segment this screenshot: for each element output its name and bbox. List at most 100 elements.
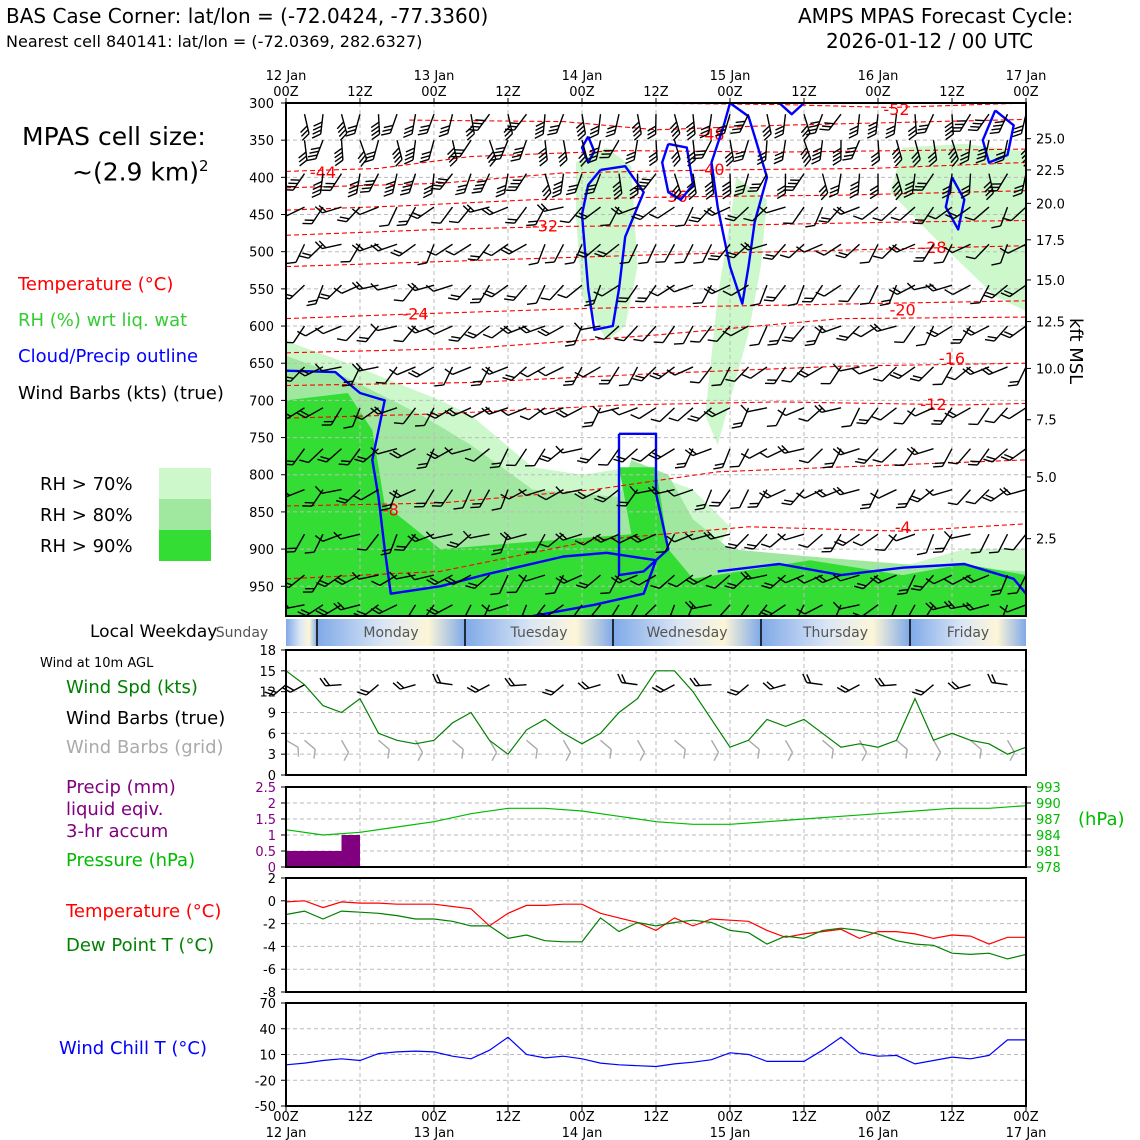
wind-barb xyxy=(430,173,454,191)
barb-feather xyxy=(838,251,848,256)
wind-barb-grid xyxy=(674,739,686,759)
wind-barb xyxy=(481,604,509,612)
barb-shaft xyxy=(286,488,287,497)
barb-feather xyxy=(392,450,402,457)
barb-feather xyxy=(950,154,958,164)
barb-shaft xyxy=(295,243,306,263)
wind-barb xyxy=(796,488,823,499)
barb-shaft xyxy=(880,407,897,421)
wind-barb xyxy=(822,448,842,469)
barb-feather xyxy=(599,156,609,159)
barb-feather xyxy=(574,371,584,378)
barb-shaft xyxy=(587,604,602,616)
barb-shaft xyxy=(956,489,972,505)
barb-feather xyxy=(684,532,693,541)
y-tick-label: 18 xyxy=(259,644,276,659)
barb-shaft xyxy=(857,173,861,194)
wind-barb xyxy=(500,243,527,255)
wind-barb-true xyxy=(836,684,860,693)
barb-feather xyxy=(314,327,324,335)
barb-feather xyxy=(298,151,307,159)
barb-feather xyxy=(1000,414,1010,420)
rh-key-80-swatch xyxy=(159,499,211,530)
barb-feather xyxy=(919,124,929,127)
wind-barb xyxy=(629,173,639,200)
wind-barb xyxy=(690,325,713,343)
barb-feather xyxy=(798,543,808,549)
barb-feather xyxy=(986,455,996,460)
wind-barb xyxy=(962,602,990,611)
barb-feather xyxy=(513,150,523,155)
barb-feather xyxy=(1003,331,1014,336)
bottom-tick-hour: 12Z xyxy=(347,1110,373,1125)
barb-shaft xyxy=(856,114,861,135)
barb-feather xyxy=(722,193,731,200)
barb-feather xyxy=(393,299,404,302)
wind-barb xyxy=(631,448,657,462)
wind-barb xyxy=(814,574,842,584)
barb-feather xyxy=(482,251,492,257)
wind-barb-grid xyxy=(636,739,646,762)
barb-feather xyxy=(714,462,725,466)
barb-feather xyxy=(832,601,841,610)
barb-feather xyxy=(966,366,975,374)
barb-shaft xyxy=(941,366,953,385)
wind-barb xyxy=(392,139,403,167)
barb-feather xyxy=(567,188,577,192)
y-tick-label: 15 xyxy=(259,665,276,680)
wind-barb xyxy=(286,488,305,498)
barb-feather xyxy=(545,592,555,595)
barb-feather xyxy=(526,302,537,305)
barb-feather xyxy=(359,336,369,340)
barb-feather xyxy=(580,159,588,167)
barb-feather xyxy=(473,187,483,190)
barb-feather xyxy=(614,206,623,214)
wind-barb xyxy=(870,140,881,167)
barb-feather xyxy=(931,423,941,426)
barb-feather xyxy=(912,155,920,164)
wind-barb xyxy=(481,366,509,375)
wind-barb xyxy=(399,173,417,196)
barb-feather xyxy=(429,607,439,613)
barb-shaft xyxy=(461,604,472,616)
wind-barb xyxy=(505,206,528,224)
barb-shaft xyxy=(748,739,760,750)
wind-barb-true xyxy=(392,681,416,690)
wind-barb-true xyxy=(987,673,1008,686)
barb-feather xyxy=(795,246,805,253)
barb-feather xyxy=(910,587,921,591)
barb-feather xyxy=(725,378,735,383)
wind-barb xyxy=(593,284,620,297)
barb-feather xyxy=(504,129,513,137)
wind-barb xyxy=(314,485,342,495)
wind-barb xyxy=(648,284,675,297)
barb-feather xyxy=(852,541,862,547)
wind-barb xyxy=(357,139,368,167)
barb-feather xyxy=(518,574,527,582)
wind-barb xyxy=(781,366,805,383)
wind-barb xyxy=(1000,284,1026,298)
barb-feather xyxy=(504,128,515,131)
barb-shaft xyxy=(423,407,435,426)
barb-feather xyxy=(964,216,975,221)
barb-shaft xyxy=(859,366,879,375)
wind-barb xyxy=(525,533,546,554)
barb-feather xyxy=(393,339,404,343)
barb-shaft xyxy=(408,173,417,193)
barb-feather xyxy=(655,551,666,554)
barb-feather xyxy=(727,214,737,219)
wind-barb xyxy=(815,243,842,256)
barb-feather xyxy=(482,292,493,298)
wind-barb xyxy=(889,366,916,380)
barb-feather xyxy=(594,252,604,258)
barb-feather xyxy=(956,120,967,122)
barb-feather xyxy=(888,534,897,542)
barb-feather xyxy=(822,465,833,469)
barb-feather xyxy=(893,184,901,193)
barb-feather xyxy=(690,415,700,420)
wind-barb xyxy=(762,243,787,260)
wind-barb xyxy=(674,448,694,469)
barb-shaft xyxy=(457,206,472,224)
barb-feather xyxy=(647,129,657,136)
wind-barb-true xyxy=(651,684,675,693)
